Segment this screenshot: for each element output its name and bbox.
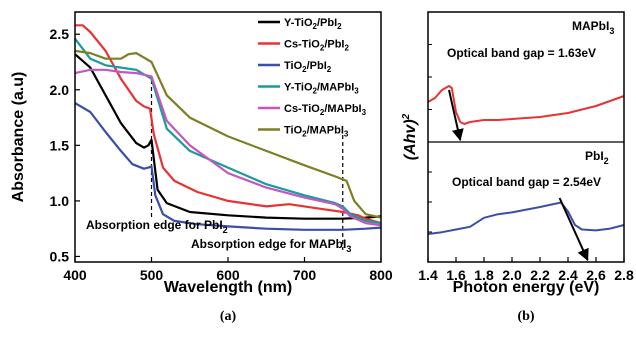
panel-b-xlabel: Photon energy (eV) [453, 279, 600, 296]
edge-pbi2-label: Absorption edge for PbI2 [86, 218, 228, 235]
spectrum-line [427, 201, 625, 235]
y-tick-label: 1.0 [50, 193, 70, 209]
series-line [74, 53, 382, 220]
panel-a-ticks: 400 500 600 700 800 0.5 1.0 1.5 2.0 2.5 [50, 26, 393, 283]
panel-b: 1.4 1.6 1.8 2.0 2.2 2.4 2.6 2.8 MAPbI3 Optical … [401, 11, 634, 324]
legend-label: TiO2/PbI2 [284, 60, 332, 74]
legend: Y-TiO2/PbI2 Cs-TiO2/PbI2 TiO2/PbI2 Y-TiO2/M… [258, 17, 367, 139]
spectrum-line [427, 85, 625, 125]
legend-label: Y-TiO2/MAPbI3 [284, 82, 359, 96]
x-tick-label: 700 [293, 267, 317, 283]
legend-label: Cs-TiO2/PbI2 [284, 39, 349, 53]
panel-a-plot [74, 24, 382, 250]
x-tick-label: 600 [216, 267, 240, 283]
x-tick-label: 400 [63, 267, 87, 283]
series-line [74, 102, 382, 231]
mapbi3-label: MAPbI3 [572, 19, 614, 36]
panel-a-xlabel: Wavelength (nm) [164, 279, 292, 296]
edge-mapbi3-label: Absorption edge for MAPbI3 [191, 237, 351, 254]
x-tick-label: 2.4 [558, 267, 578, 283]
x-tick-label: 1.8 [474, 267, 494, 283]
x-tick-label: 500 [140, 267, 164, 283]
pbi2-label: PbI2 [585, 149, 609, 166]
bandgap-mapbi3-label: Optical band gap = 1.63eV [447, 46, 596, 60]
series-line [74, 49, 382, 219]
panel-b-ticks: 1.4 1.6 1.8 2.0 2.2 2.4 2.6 2.8 [418, 44, 634, 283]
x-tick-label: 1.4 [418, 267, 438, 283]
legend-label: TiO2/MAPbI3 [284, 125, 349, 139]
band-gap-tangent-arrow [448, 89, 464, 142]
series-line [74, 68, 382, 227]
legend-label: Y-TiO2/PbI2 [284, 17, 342, 31]
panel-a: 400 500 600 700 800 0.5 1.0 1.5 2.0 2.5 Y-TiO2/Pb… [10, 11, 393, 324]
legend-label: Cs-TiO2/MAPbI3 [284, 103, 367, 117]
x-tick-label: 800 [369, 267, 393, 283]
caption-a: (a) [220, 309, 237, 324]
band-gap-tangent-arrow [558, 197, 589, 262]
x-tick-label: 1.6 [446, 267, 466, 283]
y-tick-label: 2.0 [50, 82, 70, 98]
panel-b-ylabel: (Ahv)2 [401, 113, 419, 160]
y-tick-label: 0.5 [50, 248, 70, 264]
panel-a-ylabel: Absorbance (a.u) [10, 72, 27, 203]
x-tick-label: 2.0 [502, 267, 522, 283]
x-tick-label: 2.6 [586, 267, 606, 283]
x-tick-label: 2.2 [530, 267, 550, 283]
panel-b-frame [427, 11, 625, 263]
x-tick-label: 2.8 [614, 267, 634, 283]
bandgap-pbi2-label: Optical band gap = 2.54eV [452, 175, 601, 189]
y-tick-label: 1.5 [50, 137, 70, 153]
caption-b: (b) [517, 309, 534, 324]
panel-b-plot [427, 85, 625, 262]
y-tick-label: 2.5 [50, 26, 70, 42]
